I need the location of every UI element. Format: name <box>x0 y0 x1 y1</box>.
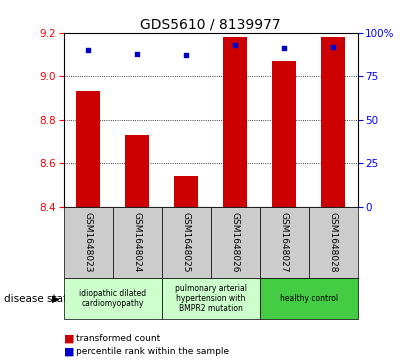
Bar <box>125 135 150 207</box>
Bar <box>76 91 100 207</box>
Text: healthy control: healthy control <box>279 294 338 303</box>
Bar <box>272 61 296 207</box>
Point <box>183 52 189 58</box>
Text: GSM1648027: GSM1648027 <box>279 212 289 273</box>
Text: GSM1648028: GSM1648028 <box>328 212 337 273</box>
Text: disease state: disease state <box>4 294 74 303</box>
Point <box>232 42 238 48</box>
Point <box>330 44 336 49</box>
Text: percentile rank within the sample: percentile rank within the sample <box>76 347 229 356</box>
Text: idiopathic dilated
cardiomyopathy: idiopathic dilated cardiomyopathy <box>79 289 146 308</box>
Text: GSM1648024: GSM1648024 <box>133 212 142 273</box>
Point <box>85 47 92 53</box>
Point <box>134 51 141 57</box>
Bar <box>321 37 345 207</box>
Title: GDS5610 / 8139977: GDS5610 / 8139977 <box>140 17 281 32</box>
Text: GSM1648026: GSM1648026 <box>231 212 240 273</box>
Text: GSM1648025: GSM1648025 <box>182 212 191 273</box>
Text: ▶: ▶ <box>52 294 59 303</box>
Text: ■: ■ <box>64 346 74 356</box>
Point <box>281 45 287 51</box>
Text: transformed count: transformed count <box>76 334 160 343</box>
Text: GSM1648023: GSM1648023 <box>84 212 93 273</box>
Bar <box>174 176 199 207</box>
Text: pulmonary arterial
hypertension with
BMPR2 mutation: pulmonary arterial hypertension with BMP… <box>175 284 247 314</box>
Text: ■: ■ <box>64 333 74 343</box>
Bar <box>223 37 247 207</box>
